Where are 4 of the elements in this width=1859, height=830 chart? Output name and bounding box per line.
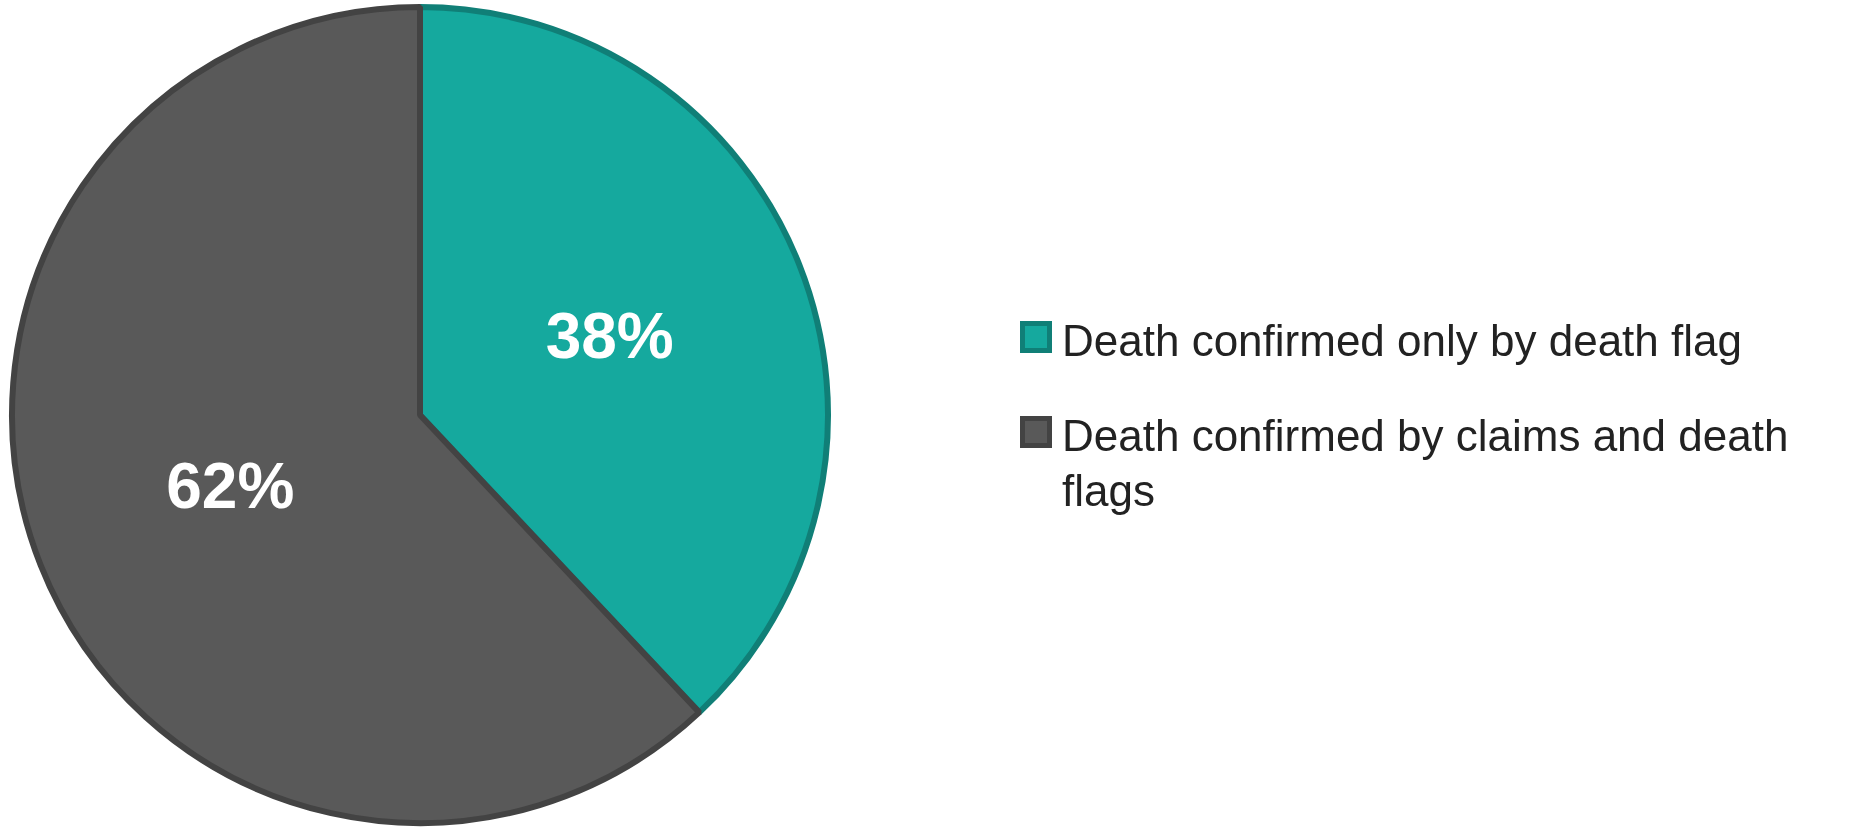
- legend-label: Death confirmed only by death flag: [1062, 314, 1742, 367]
- data-label: 38%: [545, 299, 674, 372]
- data-label: 62%: [166, 449, 295, 522]
- legend-label: Death confirmed by claims and death flags: [1062, 409, 1790, 517]
